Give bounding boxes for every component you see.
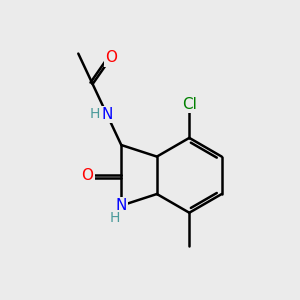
Text: H: H <box>110 212 120 226</box>
Text: O: O <box>82 168 94 183</box>
Text: Cl: Cl <box>182 97 197 112</box>
Text: H: H <box>90 106 100 121</box>
Text: N: N <box>101 107 112 122</box>
Text: O: O <box>105 50 117 65</box>
Text: N: N <box>116 198 127 213</box>
